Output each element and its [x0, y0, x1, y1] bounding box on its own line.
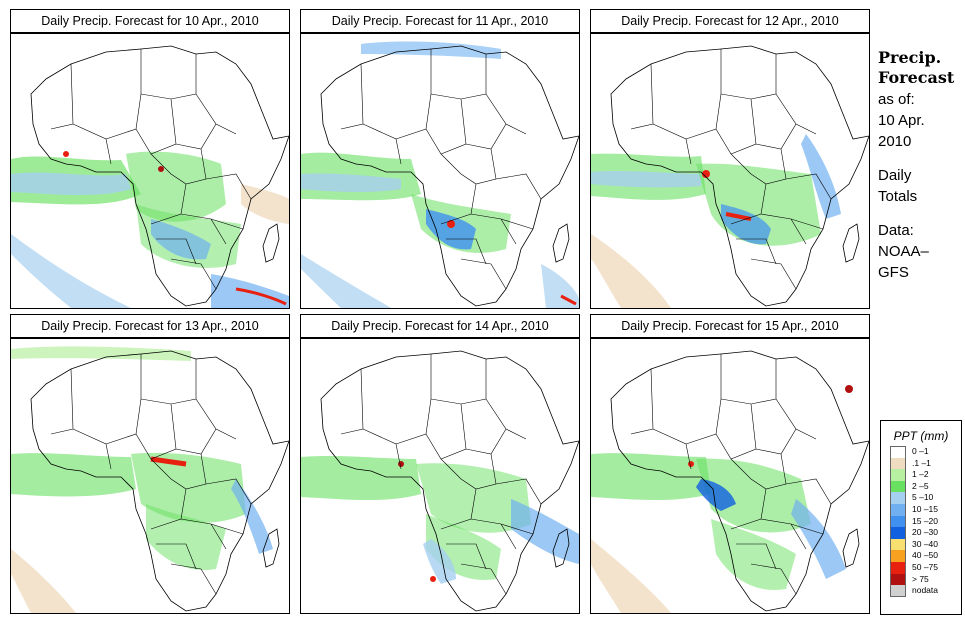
forecast-panel-apr14: Daily Precip. Forecast for 14 Apr., 2010 — [300, 314, 580, 614]
forecast-panel-apr15: Daily Precip. Forecast for 15 Apr., 2010 — [590, 314, 870, 614]
legend-label: 15 –20 — [912, 515, 938, 526]
precip-map — [10, 33, 290, 309]
legend-item: 50 –75 — [890, 561, 961, 574]
legend-label: 5 –10 — [912, 492, 934, 503]
legend-label: 50 –75 — [912, 561, 938, 572]
legend-label: 20 –30 — [912, 527, 938, 538]
legend-label: 2 –5 — [912, 480, 929, 491]
precip-map — [300, 338, 580, 614]
panel-title: Daily Precip. Forecast for 14 Apr., 2010 — [300, 314, 580, 338]
legend-swatch — [890, 550, 906, 562]
forecast-date-line1: 10 Apr. — [878, 112, 925, 129]
legend-swatch — [890, 585, 906, 597]
forecast-panel-apr13: Daily Precip. Forecast for 13 Apr., 2010 — [10, 314, 290, 614]
ppt-legend: PPT (mm) 0 –1.1 –1 1 –2 2 –5 5 –10 10 –15 15 … — [880, 420, 962, 615]
legend-item: 30 –40 — [890, 538, 961, 551]
legend-item: 1 –2 — [890, 469, 961, 481]
legend-swatch — [890, 457, 906, 470]
legend-label: .1 –1 — [912, 457, 931, 468]
legend-item: 15 –20 — [890, 515, 961, 528]
totals-line1: Daily — [878, 167, 912, 184]
legend-item: 0 –1 — [890, 446, 961, 458]
forecast-date-line2: 2010 — [878, 133, 912, 150]
data-source-line1: Data: — [878, 222, 914, 239]
legend-title: PPT (mm) — [893, 429, 949, 443]
legend-item: 5 –10 — [890, 492, 961, 504]
precip-map — [10, 338, 290, 614]
asof-label: as of: — [878, 91, 915, 108]
legend-label: 0 –1 — [912, 446, 929, 456]
legend-item: 40 –50 — [890, 550, 961, 562]
legend-label: 10 –15 — [912, 503, 938, 514]
panel-title: Daily Precip. Forecast for 10 Apr., 2010 — [10, 9, 290, 33]
panel-title: Daily Precip. Forecast for 12 Apr., 2010 — [590, 9, 870, 33]
totals-line2: Totals — [878, 188, 918, 205]
forecast-panel-apr11: Daily Precip. Forecast for 11 Apr., 2010 — [300, 9, 580, 309]
forecast-panel-apr12: Daily Precip. Forecast for 12 Apr., 2010 — [590, 9, 870, 309]
precip-map — [300, 33, 580, 309]
legend-item: > 75 — [890, 573, 961, 586]
data-source-line3: GFS — [878, 264, 909, 281]
forecast-info: Precip. Forecast as of: 10 Apr. 2010 Dai… — [878, 48, 964, 283]
legend-label: 30 –40 — [912, 538, 938, 549]
legend-label: 1 –2 — [912, 469, 929, 480]
legend-label: 40 –50 — [912, 550, 938, 561]
legend-swatch — [890, 515, 906, 528]
forecast-panel-apr10: Daily Precip. Forecast for 10 Apr., 2010 — [10, 9, 290, 309]
legend-swatch — [890, 492, 906, 504]
precip-map — [590, 33, 870, 309]
legend-item: 20 –30 — [890, 527, 961, 539]
legend-swatch — [890, 573, 906, 586]
legend-label: nodata — [912, 585, 938, 596]
panel-title: Daily Precip. Forecast for 15 Apr., 2010 — [590, 314, 870, 338]
legend-swatch — [890, 503, 906, 516]
legend-swatch — [890, 527, 906, 539]
info-title-line2: Forecast — [878, 68, 955, 87]
legend-swatch — [890, 480, 906, 493]
legend-label: > 75 — [912, 573, 929, 584]
legend-item: 10 –15 — [890, 503, 961, 516]
legend-swatch — [890, 538, 906, 551]
legend-item: .1 –1 — [890, 457, 961, 470]
legend-item: nodata — [890, 585, 961, 597]
legend-swatch — [890, 446, 906, 458]
legend-swatch — [890, 561, 906, 574]
legend-item: 2 –5 — [890, 480, 961, 493]
legend-swatch — [890, 469, 906, 481]
panel-title: Daily Precip. Forecast for 13 Apr., 2010 — [10, 314, 290, 338]
data-source-line2: NOAA– — [878, 243, 929, 260]
precip-map — [590, 338, 870, 614]
panel-title: Daily Precip. Forecast for 11 Apr., 2010 — [300, 9, 580, 33]
info-title-line1: Precip. — [878, 48, 942, 67]
